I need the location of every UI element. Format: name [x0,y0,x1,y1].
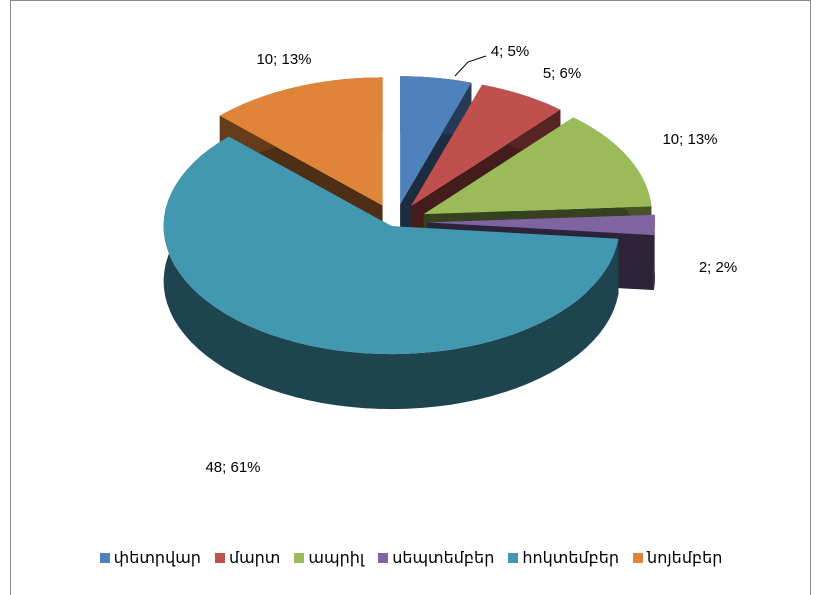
legend-swatch [214,553,225,563]
legend-item: նոյեմբեր [633,548,722,568]
slice-wall [163,136,619,410]
legend-label: հոկտեմբեր [522,550,620,567]
data-label: 48; 61% [205,459,260,476]
slice [410,84,561,207]
legend-swatch [508,553,519,563]
legend-label: սեպտեմբեր [392,550,495,567]
legend-label: մարտ [228,550,281,567]
slice [427,214,655,236]
slice [423,117,652,215]
legend-item: ապրիլ [294,548,364,568]
legend-item: հոկտեմբեր [508,548,619,568]
legend-swatch [633,553,644,563]
slice [400,76,472,205]
chart-frame [10,0,811,595]
legend-item: փետրվար [99,548,201,568]
data-label: 10; 13% [662,131,717,148]
slice-tops [163,76,655,355]
legend-label: փետրվար [113,550,201,567]
legend-label: ապրիլ [308,550,365,567]
legend-item: մարտ [214,548,281,568]
slice [163,136,619,355]
legend-swatch [294,553,305,563]
legend-swatch [378,553,389,563]
slice-wall [653,214,655,291]
legend: փետրվար մարտ ապրիլ սեպտեմբեր հոկտեմբեր նոյեմբ… [0,548,822,568]
legend-item: սեպտեմբեր [378,548,494,568]
legend-label: նոյեմբեր [647,550,723,567]
data-label: 10; 13% [256,51,311,68]
data-label: 4; 5% [491,43,529,60]
data-label: 5; 6% [543,65,581,82]
slice [219,77,383,206]
data-label: 2; 2% [699,259,737,276]
leader-line [454,55,487,77]
legend-swatch [99,553,110,563]
